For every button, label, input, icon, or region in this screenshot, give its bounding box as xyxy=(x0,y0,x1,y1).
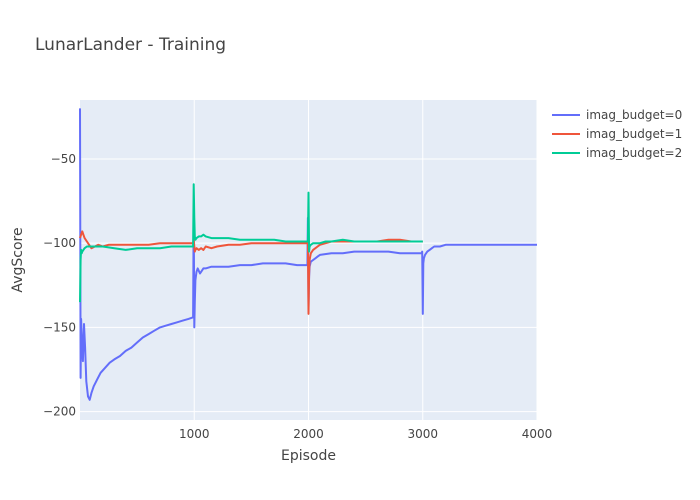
x-tick-label: 2000 xyxy=(293,427,324,441)
series-layer xyxy=(79,108,537,401)
x-tick-label: 3000 xyxy=(407,427,438,441)
y-tick-label: −200 xyxy=(43,405,76,419)
legend-label: imag_budget=0 xyxy=(586,108,682,122)
x-axis-title: Episode xyxy=(281,448,336,464)
y-tick-label: −50 xyxy=(51,152,76,166)
series-line-3 xyxy=(79,183,423,303)
y-axis-title: AvgScore xyxy=(10,227,26,292)
tick-labels: 1000 2000 3000 4000 −50 −100 −150 −200 xyxy=(43,152,552,441)
x-tick-label: 1000 xyxy=(179,427,210,441)
x-tick-label: 4000 xyxy=(522,427,553,441)
legend-label: imag_budget=1 xyxy=(586,127,682,141)
y-tick-label: −100 xyxy=(43,236,76,250)
legend[interactable]: imag_budget=0 imag_budget=1 imag_budget=2 xyxy=(552,108,682,160)
y-tick-label: −150 xyxy=(43,320,76,334)
legend-label: imag_budget=2 xyxy=(586,146,682,160)
series-line-1 xyxy=(79,108,537,401)
chart-title: LunarLander - Training xyxy=(35,35,226,55)
